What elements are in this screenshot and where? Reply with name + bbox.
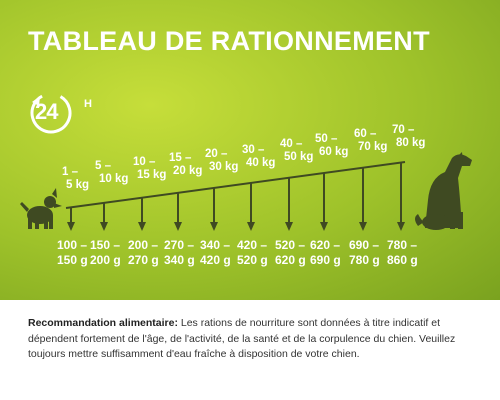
weight-range-to: 30 kg: [209, 161, 239, 173]
portion-range-label: 270 –340 g: [164, 238, 204, 268]
weight-range-label: 50 –60 kg: [315, 133, 355, 159]
weight-range-from: 30 –: [242, 144, 265, 156]
portion-range-to: 860 g: [387, 253, 418, 267]
arrow-down-icon: [100, 202, 108, 231]
arrow-down-icon: [247, 182, 255, 231]
large-dog-icon: [415, 152, 472, 230]
weight-range-to: 50 kg: [284, 151, 314, 163]
arrow-down-icon: [397, 162, 405, 231]
weight-range-to: 10 kg: [99, 173, 129, 185]
arrow-down-icon: [174, 192, 182, 231]
portion-range-label: 340 –420 g: [200, 238, 240, 268]
portion-range-to: 690 g: [310, 253, 341, 267]
weight-range-from: 20 –: [205, 148, 228, 160]
portion-range-to: 780 g: [349, 253, 380, 267]
arrow-group: [67, 162, 405, 231]
portion-range-to: 420 g: [200, 253, 231, 267]
portion-range-label: 520 –620 g: [275, 238, 315, 268]
weight-range-label: 5 –10 kg: [95, 160, 135, 186]
weight-range-label: 60 –70 kg: [354, 128, 394, 154]
arrow-down-icon: [138, 197, 146, 231]
weight-range-to: 20 kg: [173, 165, 203, 177]
portion-range-label: 200 –270 g: [128, 238, 168, 268]
arrow-down-icon: [320, 172, 328, 231]
weight-range-label: 10 –15 kg: [133, 156, 173, 182]
small-dog-icon: [20, 188, 62, 229]
portion-range-to: 270 g: [128, 253, 159, 267]
portion-range-label: 690 –780 g: [349, 238, 389, 268]
weight-range-to: 15 kg: [137, 169, 167, 181]
weight-range-to: 40 kg: [246, 157, 276, 169]
portion-range-to: 340 g: [164, 253, 195, 267]
weight-range-from: 1 –: [62, 166, 78, 178]
portion-range-from: 270 –: [164, 238, 195, 252]
recommendation-body: Les rations de nourriture sont données à…: [28, 317, 456, 360]
weight-range-to: 80 kg: [396, 137, 426, 149]
weight-range-from: 70 –: [392, 124, 415, 136]
weight-range-label: 1 –5 kg: [62, 166, 102, 192]
clock-24h-icon: 24 H: [26, 88, 116, 138]
weight-range-from: 60 –: [354, 128, 377, 140]
portion-range-to: 520 g: [237, 253, 268, 267]
portion-range-label: 150 –200 g: [90, 238, 130, 268]
ration-diagram: [20, 152, 472, 231]
weight-range-from: 40 –: [280, 138, 303, 150]
weight-range-from: 5 –: [95, 160, 111, 172]
portion-range-label: 780 –860 g: [387, 238, 427, 268]
recommendation-text: Recommandation alimentaire: Les rations …: [28, 316, 478, 363]
weight-range-from: 15 –: [169, 152, 192, 164]
arrow-down-icon: [67, 207, 75, 231]
portion-range-to: 620 g: [275, 253, 306, 267]
badge-number: 24: [35, 99, 59, 124]
weight-range-label: 30 –40 kg: [242, 144, 282, 170]
weight-range-label: 15 –20 kg: [169, 152, 209, 178]
portion-range-to: 200 g: [90, 253, 121, 267]
weight-range-label: 40 –50 kg: [280, 138, 320, 164]
weight-range-label: 70 –80 kg: [392, 124, 432, 150]
weight-range-label: 20 –30 kg: [205, 148, 245, 174]
badge-unit: H: [84, 98, 92, 110]
portion-range-from: 150 –: [90, 238, 121, 252]
portion-range-to: 150 g: [57, 253, 88, 267]
portion-range-from: 620 –: [310, 238, 341, 252]
portion-range-label: 420 –520 g: [237, 238, 277, 268]
portion-range-from: 340 –: [200, 238, 231, 252]
arrow-down-icon: [285, 177, 293, 231]
recommendation-label: Recommandation alimentaire:: [28, 317, 178, 329]
weight-range-from: 50 –: [315, 133, 338, 145]
weight-range-from: 10 –: [133, 156, 156, 168]
portion-range-from: 420 –: [237, 238, 268, 252]
weight-range-to: 60 kg: [319, 146, 349, 158]
arrow-down-icon: [359, 167, 367, 231]
portion-range-label: 100 –150 g: [57, 238, 97, 268]
arrow-down-icon: [210, 187, 218, 231]
green-panel: [0, 0, 500, 300]
portion-range-from: 200 –: [128, 238, 159, 252]
weight-range-to: 5 kg: [66, 179, 90, 191]
portion-range-from: 690 –: [349, 238, 380, 252]
slope-line: [65, 161, 406, 209]
white-footer: [0, 300, 500, 400]
portion-range-label: 620 –690 g: [310, 238, 350, 268]
portion-range-from: 780 –: [387, 238, 418, 252]
portion-range-from: 520 –: [275, 238, 306, 252]
page-title: TABLEAU DE RATIONNEMENT: [28, 26, 430, 56]
portion-range-from: 100 –: [57, 238, 88, 252]
weight-range-to: 70 kg: [358, 141, 388, 153]
